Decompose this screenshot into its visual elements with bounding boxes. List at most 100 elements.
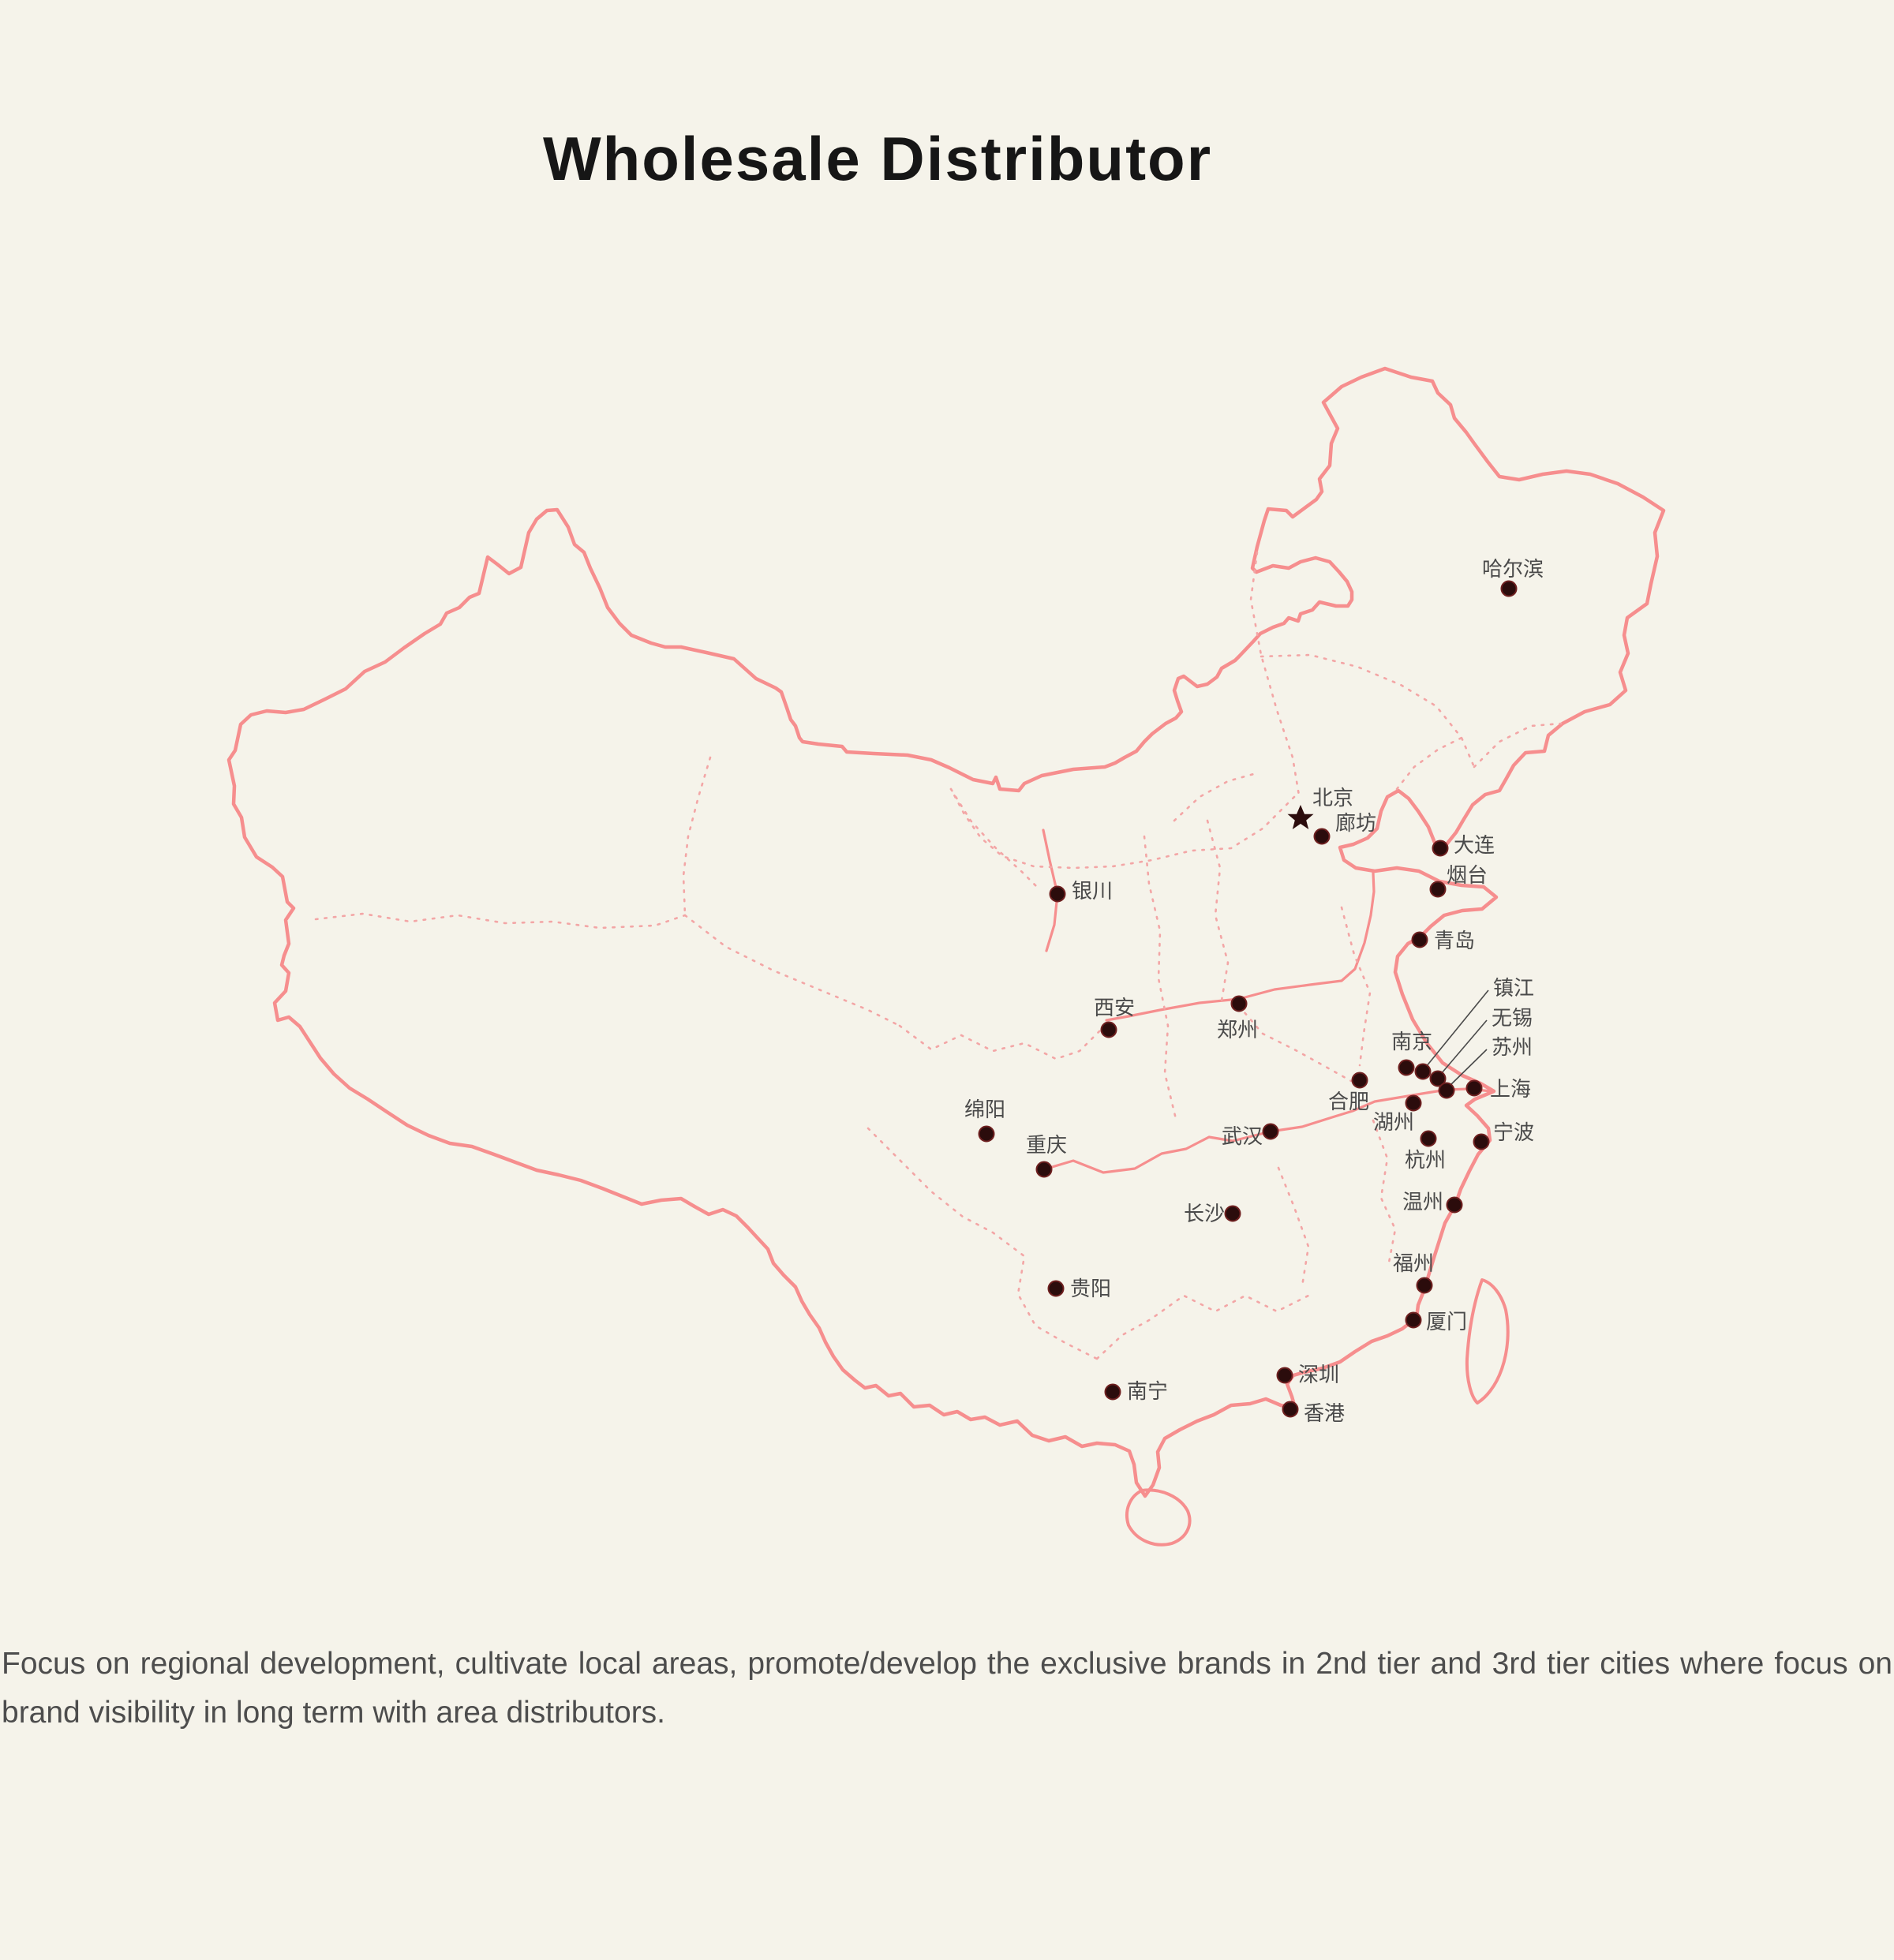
city-烟台: 烟台	[1429, 863, 1488, 898]
city-上海: 上海	[1465, 1077, 1531, 1101]
city-label-北京: 北京	[1312, 786, 1353, 810]
city-dot-icon	[1351, 1072, 1368, 1089]
city-哈尔滨: 哈尔滨	[1482, 557, 1544, 597]
city-dot-icon	[1104, 1383, 1121, 1401]
yellow-river	[1105, 871, 1376, 1022]
city-dot-icon	[1047, 1280, 1065, 1297]
city-廊坊: 廊坊	[1313, 811, 1376, 845]
page-title: Wholesale Distributor	[542, 124, 1213, 193]
city-dot-icon	[1429, 1070, 1447, 1087]
city-镇江: 镇江	[1414, 976, 1534, 1080]
city-dot-icon	[1035, 1161, 1053, 1178]
city-label-西安: 西安	[1094, 996, 1135, 1019]
city-青岛: 青岛	[1411, 929, 1475, 952]
city-label-合肥: 合肥	[1328, 1090, 1369, 1113]
city-dot-icon	[1432, 840, 1449, 857]
city-dot-icon	[978, 1125, 995, 1143]
city-label-福州: 福州	[1393, 1251, 1434, 1275]
city-dot-icon	[1398, 1059, 1415, 1076]
city-dot-icon	[1414, 1063, 1432, 1080]
city-dot-icon	[1420, 1130, 1437, 1147]
city-南宁: 南宁	[1104, 1379, 1168, 1403]
city-dot-icon	[1473, 1133, 1490, 1150]
city-西安: 西安	[1094, 996, 1135, 1038]
city-dot-icon	[1411, 931, 1428, 948]
city-重庆: 重庆	[1026, 1133, 1067, 1178]
city-厦门: 厦门	[1405, 1310, 1467, 1333]
city-label-青岛: 青岛	[1434, 929, 1475, 952]
china-mainland-outline	[226, 366, 1666, 1498]
city-无锡: 无锡	[1429, 1006, 1533, 1087]
city-银川: 银川	[1049, 879, 1113, 903]
city-label-武汉: 武汉	[1222, 1124, 1263, 1148]
city-dot-icon	[1500, 580, 1518, 597]
city-合肥: 合肥	[1328, 1072, 1369, 1113]
city-dot-icon	[1405, 1311, 1422, 1329]
city-大连: 大连	[1432, 833, 1495, 857]
city-dot-icon	[1224, 1205, 1241, 1222]
city-湖州: 湖州	[1373, 1094, 1422, 1134]
city-dot-icon	[1276, 1367, 1293, 1384]
city-绵阳: 绵阳	[964, 1098, 1005, 1143]
city-label-银川: 银川	[1072, 879, 1113, 903]
city-dot-icon	[1100, 1021, 1117, 1038]
city-福州: 福州	[1393, 1251, 1434, 1294]
leader-line-苏州	[1449, 1049, 1488, 1087]
city-label-杭州: 杭州	[1405, 1148, 1446, 1172]
city-温州: 温州	[1402, 1190, 1463, 1214]
city-label-香港: 香港	[1304, 1401, 1345, 1425]
city-dot-icon	[1282, 1401, 1299, 1418]
city-dot-icon	[1438, 1082, 1455, 1099]
city-leader-lines	[1425, 989, 1489, 1087]
yangtze-river	[1042, 1087, 1493, 1174]
city-dot-icon	[1465, 1079, 1483, 1097]
city-dot-icon	[1313, 828, 1331, 845]
city-label-镇江: 镇江	[1493, 976, 1534, 1000]
city-长沙: 长沙	[1184, 1202, 1241, 1225]
city-贵阳: 贵阳	[1047, 1277, 1111, 1300]
city-dot-icon	[1405, 1094, 1422, 1112]
city-label-廊坊: 廊坊	[1335, 811, 1376, 835]
city-label-湖州: 湖州	[1373, 1110, 1414, 1134]
city-label-哈尔滨: 哈尔滨	[1482, 557, 1544, 581]
city-苏州: 苏州	[1438, 1035, 1533, 1099]
city-label-南宁: 南宁	[1127, 1379, 1168, 1403]
city-label-郑州: 郑州	[1217, 1018, 1258, 1042]
capital-star-icon	[1287, 805, 1314, 829]
city-杭州: 杭州	[1405, 1130, 1446, 1172]
city-深圳: 深圳	[1276, 1363, 1339, 1386]
city-dot-icon	[1446, 1196, 1463, 1214]
city-label-南京: 南京	[1391, 1030, 1432, 1053]
city-label-温州: 温州	[1402, 1190, 1443, 1214]
city-dot-icon	[1416, 1277, 1433, 1294]
city-label-上海: 上海	[1490, 1077, 1531, 1101]
city-label-深圳: 深圳	[1298, 1363, 1339, 1386]
city-label-无锡: 无锡	[1492, 1006, 1533, 1030]
city-label-重庆: 重庆	[1026, 1133, 1067, 1157]
city-武汉: 武汉	[1222, 1123, 1279, 1148]
city-香港: 香港	[1282, 1401, 1345, 1425]
city-label-烟台: 烟台	[1447, 863, 1488, 887]
city-郑州: 郑州	[1217, 995, 1258, 1042]
hainan-island-outline	[1125, 1488, 1192, 1547]
city-label-厦门: 厦门	[1426, 1310, 1467, 1333]
city-dot-icon	[1230, 995, 1248, 1012]
province-boundaries	[314, 551, 1563, 1360]
leader-line-无锡	[1440, 1019, 1488, 1075]
leader-line-镇江	[1425, 989, 1489, 1068]
city-label-绵阳: 绵阳	[964, 1098, 1005, 1121]
city-北京: 北京	[1287, 786, 1353, 829]
taiwan-island-outline	[1465, 1278, 1510, 1405]
city-label-宁波: 宁波	[1493, 1120, 1534, 1144]
description-text: Focus on regional development, cultivate…	[2, 1647, 1892, 1730]
city-dot-icon	[1049, 885, 1066, 903]
city-宁波: 宁波	[1473, 1120, 1534, 1150]
city-label-苏州: 苏州	[1492, 1035, 1533, 1059]
city-label-贵阳: 贵阳	[1070, 1277, 1111, 1300]
city-南京: 南京	[1391, 1030, 1432, 1076]
city-label-大连: 大连	[1454, 833, 1495, 857]
